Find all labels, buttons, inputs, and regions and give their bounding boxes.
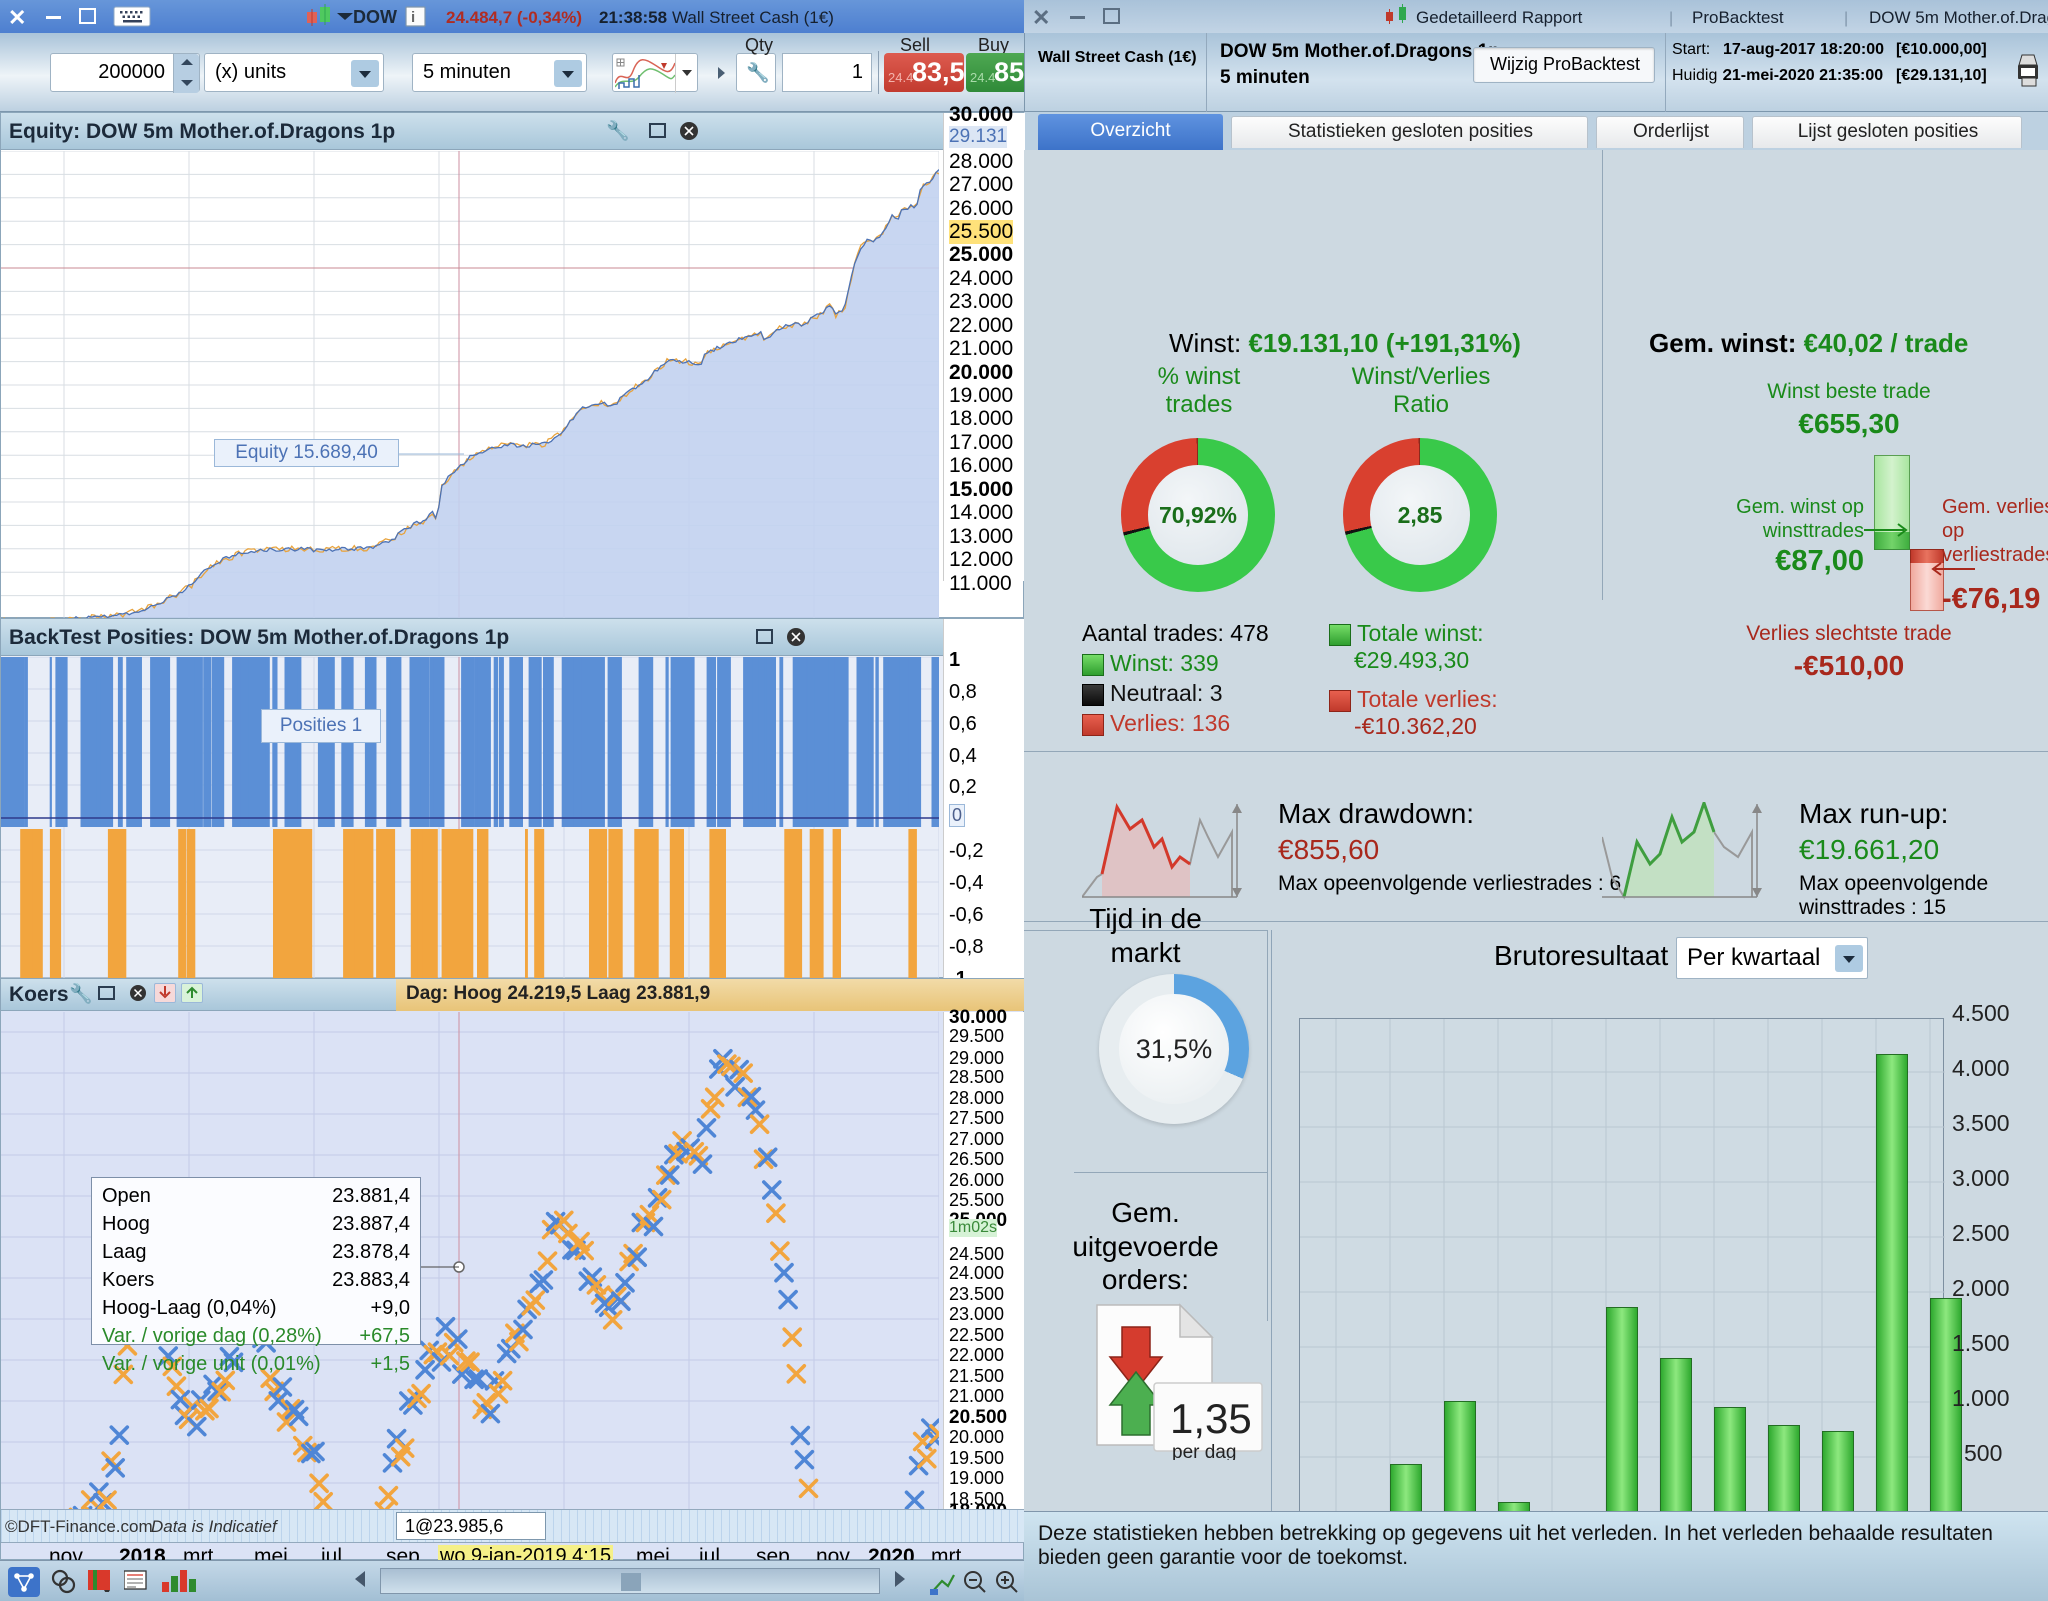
svg-text:Wall Street Cash (1€): Wall Street Cash (1€) [672, 8, 834, 27]
svg-text:21:38:58: 21:38:58 [599, 8, 667, 27]
svg-text:i: i [411, 9, 415, 26]
svg-text:ProBacktest: ProBacktest [1692, 8, 1784, 27]
svg-text:per dag: per dag [1172, 1442, 1236, 1460]
svg-text:|: | [1669, 10, 1673, 27]
svg-text:DOW: DOW [353, 7, 397, 27]
svg-text:|: | [1844, 10, 1848, 27]
svg-text:DOW 5m Mother.of.Dragons 1p: DOW 5m Mother.of.Dragons 1p [1869, 8, 2048, 27]
svg-text:✕: ✕ [8, 5, 26, 30]
svg-text:✕: ✕ [1032, 5, 1050, 30]
svg-text:Gedetailleerd Rapport: Gedetailleerd Rapport [1416, 8, 1583, 27]
svg-text:24.484,7 (-0,34%): 24.484,7 (-0,34%) [446, 8, 582, 27]
svg-text:1,35: 1,35 [1170, 1395, 1252, 1442]
